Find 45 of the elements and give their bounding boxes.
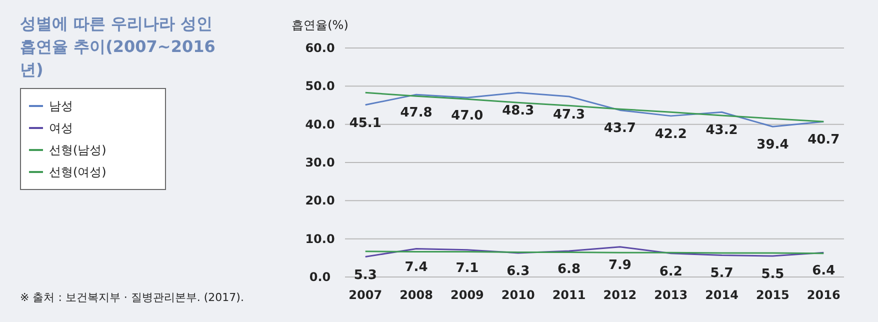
- y-tick-label: 20.0: [305, 194, 335, 208]
- x-tick-label: 2011: [552, 288, 586, 302]
- x-tick-label: 2016: [806, 288, 840, 302]
- data-label: 6.4: [812, 264, 836, 279]
- legend-label: 남성: [49, 98, 73, 114]
- data-label: 5.7: [710, 266, 734, 282]
- x-tick-label: 2007: [348, 288, 382, 302]
- x-tick-label: 2015: [756, 288, 790, 302]
- data-label: 6.2: [659, 264, 682, 280]
- x-tick-label: 2012: [603, 288, 637, 302]
- y-tick-label: 30.0: [305, 156, 335, 170]
- data-label: 47.0: [451, 108, 484, 124]
- text: 성별에 따른 우리나라 성인 흡연율 추이(2007~2016년): [20, 13, 216, 82]
- y-axis-title: 흡연율(%): [292, 18, 348, 32]
- text: ※ 출처 : 보건복지부 · 질병관리본부. (2017).: [20, 290, 244, 305]
- data-label: 48.3: [502, 104, 534, 119]
- data-label: 39.4: [756, 138, 789, 153]
- y-tick-label: 50.0: [305, 79, 335, 94]
- data-label: 47.3: [553, 107, 586, 122]
- data-label: 5.5: [761, 267, 784, 282]
- data-label: 47.8: [400, 106, 432, 121]
- x-tick-label: 2010: [501, 288, 535, 302]
- legend-label: 여성: [49, 120, 73, 136]
- y-tick-label: 60.0: [305, 41, 335, 55]
- x-tick-label: 2013: [654, 288, 688, 302]
- y-tick-label: 0.0: [309, 270, 331, 284]
- legend-label: 선형(여성): [49, 164, 106, 180]
- data-label: 42.2: [654, 126, 687, 142]
- data-label: 7.9: [608, 258, 632, 273]
- line-series: [364, 246, 824, 258]
- y-tick-label: 10.0: [305, 232, 335, 246]
- data-label: 43.2: [706, 123, 738, 138]
- data-label: 43.7: [604, 121, 636, 136]
- data-label: 7.4: [404, 260, 428, 275]
- x-tick-label: 2009: [450, 288, 484, 302]
- data-label: 40.7: [808, 132, 840, 148]
- data-label: 6.8: [558, 262, 581, 278]
- data-label: 7.1: [456, 260, 479, 276]
- x-tick-label: 2014: [705, 288, 738, 302]
- y-tick-label: 40.0: [305, 117, 335, 132]
- x-tick-label: 2008: [400, 288, 433, 302]
- data-label: 45.1: [349, 116, 382, 131]
- data-label: 5.3: [354, 268, 377, 283]
- legend-label: 선형(남성): [49, 142, 106, 158]
- data-label: 6.3: [506, 264, 530, 279]
